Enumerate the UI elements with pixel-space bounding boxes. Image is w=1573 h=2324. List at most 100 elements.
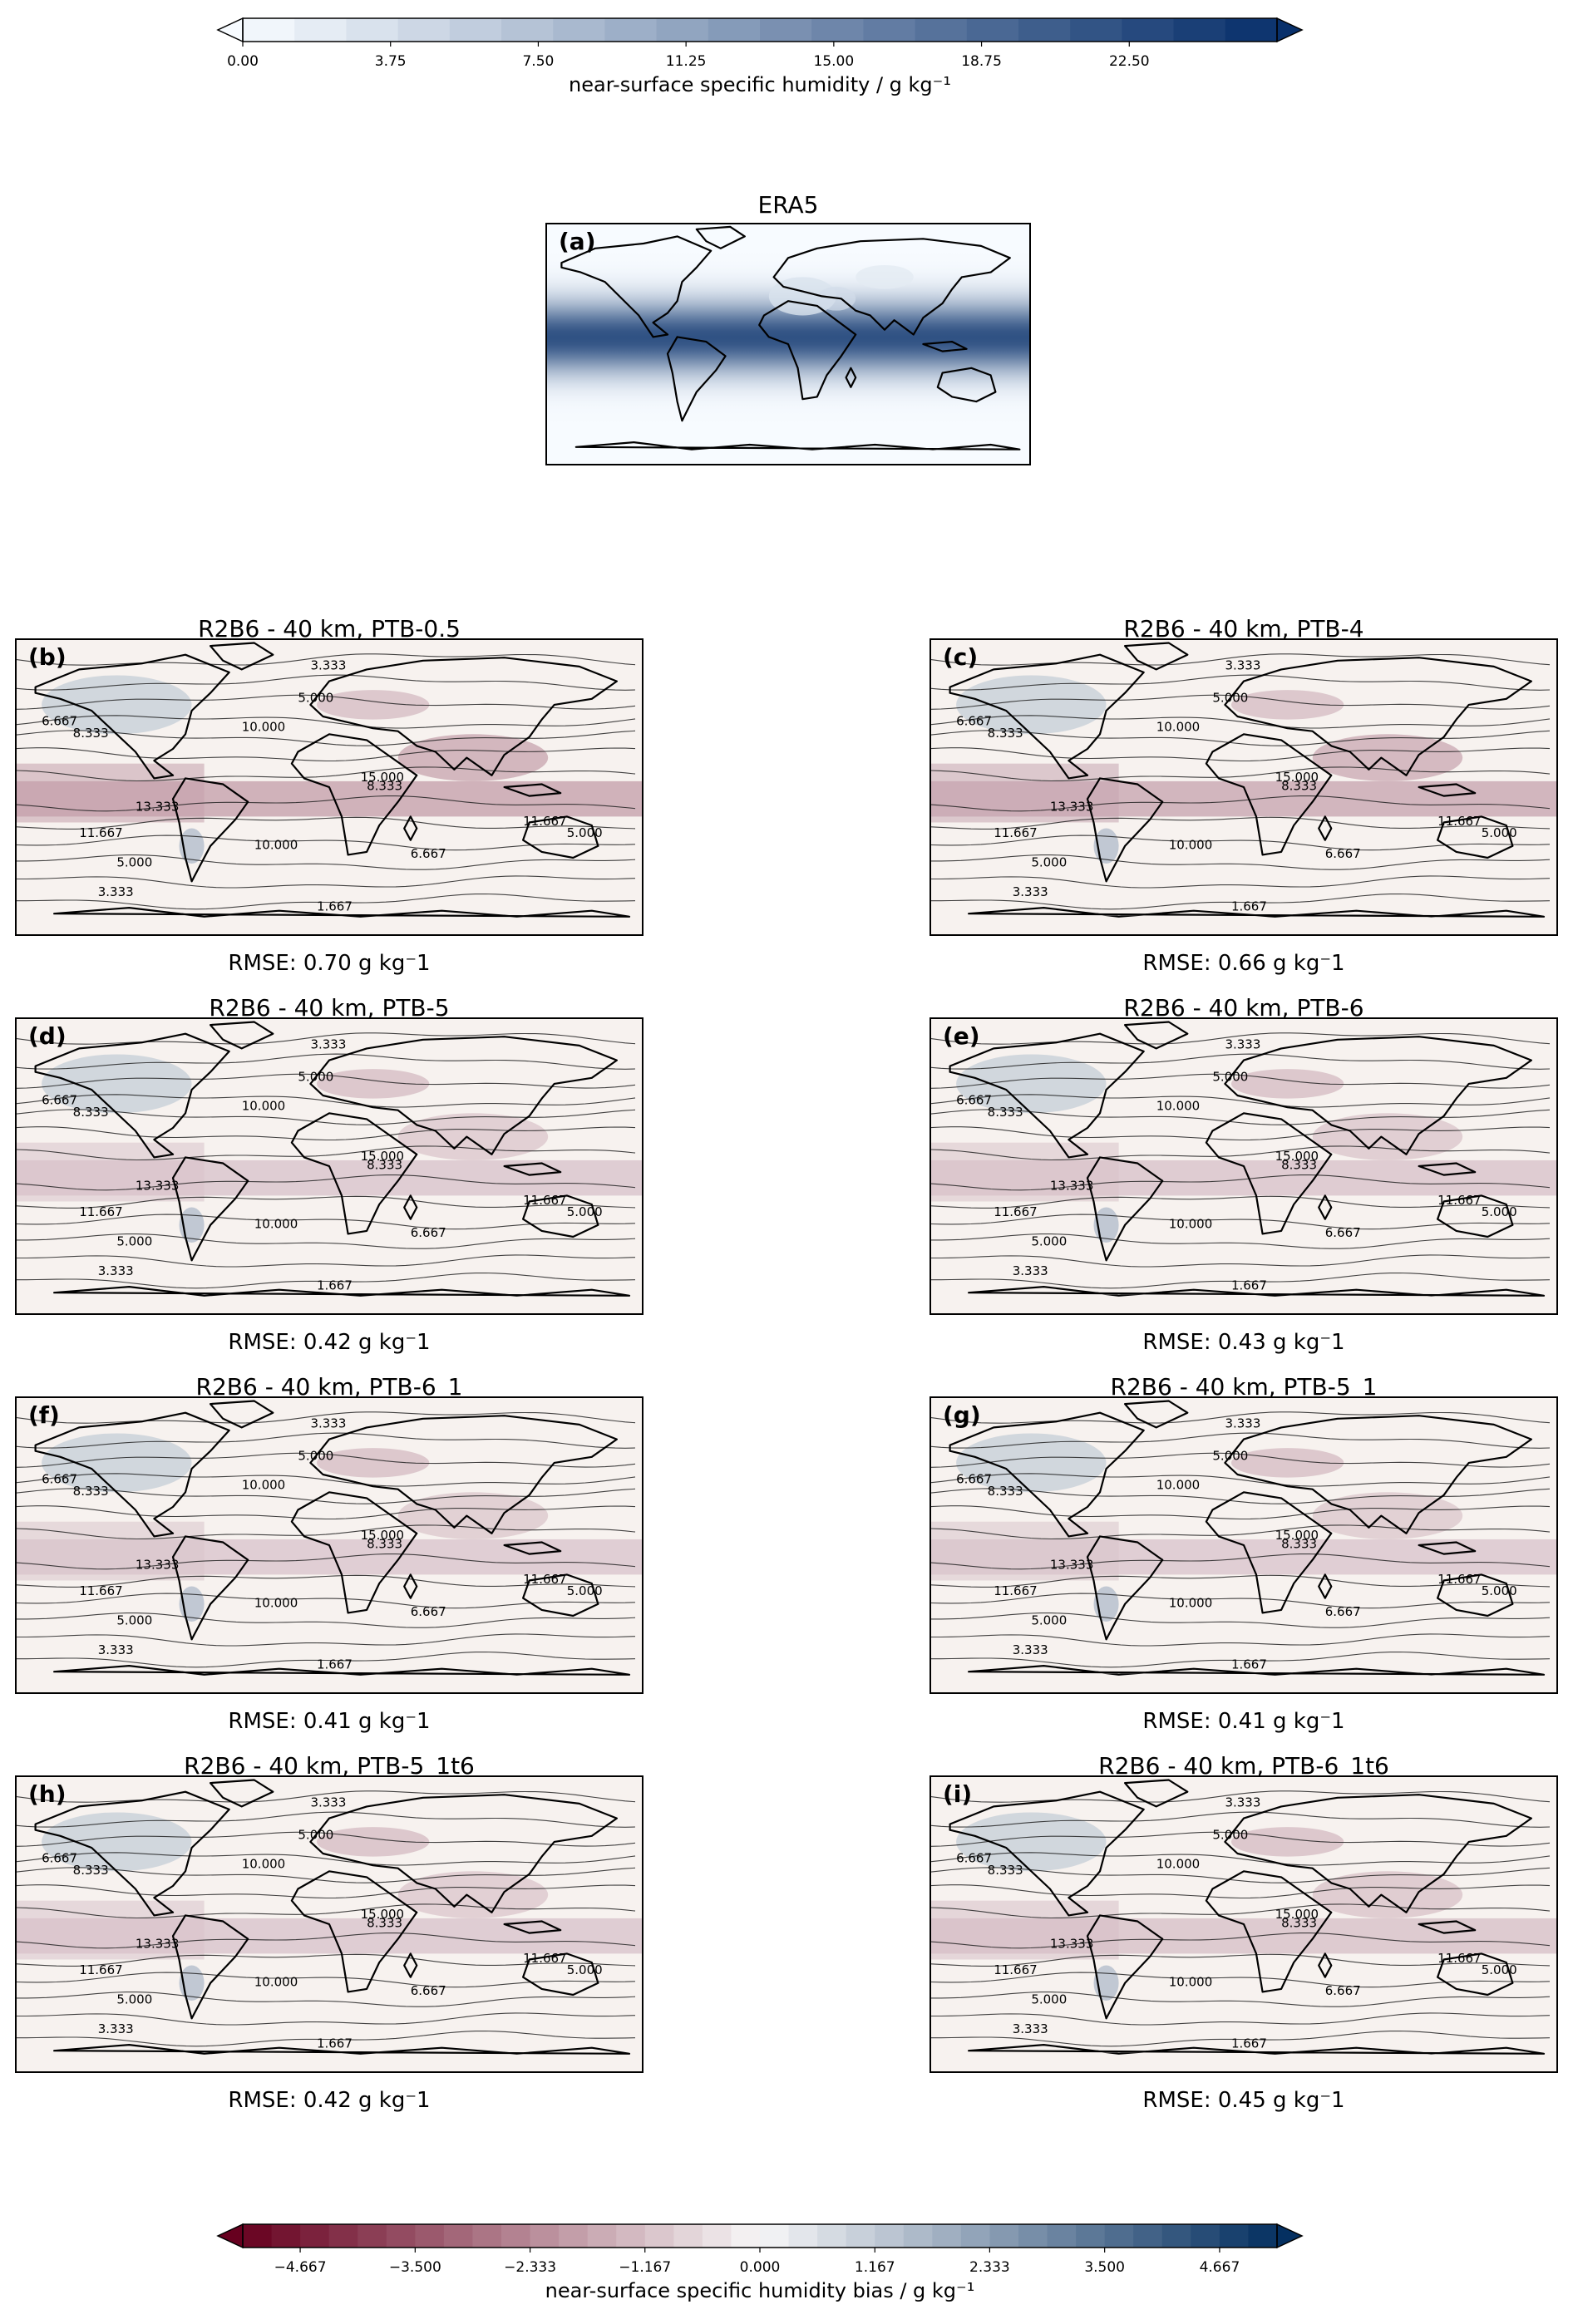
contour-label: 15.000: [1275, 770, 1319, 785]
coastline-0: [34, 1032, 230, 1159]
humidity-contour: [17, 653, 636, 666]
panel-letter: (i): [943, 1780, 973, 1808]
era5-letter: (a): [559, 228, 596, 255]
north-america-bias: [42, 1812, 192, 1872]
coastline-3: [1205, 733, 1333, 856]
bottom-colorbar-segment: [415, 2224, 445, 2248]
contour-label: 5.000: [1482, 1962, 1517, 1977]
humidity-contour: [17, 1953, 636, 1967]
contour-label: 8.333: [1281, 1158, 1317, 1173]
coastline-5: [522, 815, 599, 859]
coastline-7: [403, 1952, 418, 1978]
humidity-contour: [17, 1233, 636, 1249]
bottom-colorbar-segment: [932, 2224, 962, 2248]
panel-title: R2B6 - 40 km, PTB-5_1: [1110, 1373, 1378, 1401]
humidity-contour: [931, 730, 1551, 746]
contour-label: 15.000: [361, 1149, 405, 1164]
humidity-contour: [17, 730, 636, 746]
bottom-colorbar-segment: [243, 2224, 273, 2248]
coastline-4: [1224, 1415, 1532, 1534]
humidity-contour: [17, 1053, 636, 1070]
coastline-5: [1437, 815, 1514, 859]
contour-label: 11.667: [523, 1951, 567, 1966]
top-colorbar-tick-label: 11.25: [665, 53, 707, 70]
coastline-5: [1437, 1194, 1514, 1238]
bottom-colorbar-tick-label: −2.333: [504, 2259, 557, 2276]
humidity-contour: [17, 854, 636, 870]
top-colorbar-segment: [1018, 18, 1071, 42]
bottom-colorbar-segment: [1133, 2224, 1163, 2248]
humidity-contour: [931, 1488, 1551, 1504]
maritime-continent-bias: [1312, 734, 1463, 781]
contour-label: 5.000: [1031, 855, 1067, 870]
contour-label: 11.667: [79, 1583, 123, 1598]
bottom-colorbar-segment: [1104, 2224, 1134, 2248]
contour-label: 5.000: [1482, 1583, 1517, 1598]
panel-title: R2B6 - 40 km, PTB-4: [1123, 615, 1364, 643]
era5-dry-tibet: [856, 264, 914, 289]
coastline-2: [1124, 1779, 1189, 1808]
bottom-colorbar-tick-label: 0.000: [739, 2259, 781, 2276]
humidity-contour: [931, 1195, 1551, 1209]
bottom-colorbar-tick-label: 1.167: [854, 2259, 895, 2276]
panel-letter: (d): [28, 1022, 67, 1050]
contour-label: 8.333: [988, 1863, 1023, 1878]
contour-label: 6.667: [1325, 1225, 1361, 1240]
humidity-contour: [931, 766, 1551, 782]
humidity-contour: [931, 1126, 1551, 1141]
coastline-2: [210, 642, 274, 671]
coastline-1: [1086, 1914, 1164, 2020]
bottom-colorbar-segment: [1248, 2224, 1278, 2248]
contour-label: 8.333: [367, 1916, 402, 1931]
coastline-0: [34, 653, 230, 780]
humidity-contour: [17, 893, 636, 910]
humidity-contour: [931, 1903, 1551, 1919]
humidity-contour: [931, 1174, 1551, 1191]
east-pacific-bias: [931, 1521, 1119, 1581]
humidity-contour: [17, 1032, 636, 1045]
panel-map: 3.333 5.000 6.667 8.333 10.000 11.667 13.333 8.…: [930, 1017, 1558, 1315]
coastline-1: [1086, 1156, 1164, 1262]
north-america-bias: [42, 1054, 192, 1114]
coastline-0: [949, 1032, 1145, 1159]
bottom-colorbar-tick-label: −4.667: [274, 2259, 327, 2276]
bottom-colorbar-segment: [1047, 2224, 1077, 2248]
humidity-contour: [17, 1073, 636, 1089]
panel-map: 3.333 5.000 6.667 8.333 10.000 11.667 13.333 8.…: [930, 1775, 1558, 2073]
east-pacific-bias: [17, 763, 205, 823]
bottom-colorbar-tick-label: 2.333: [969, 2259, 1010, 2276]
rmse-label: RMSE: 0.45 g kg⁻1: [1142, 2088, 1345, 2113]
coastline-5: [522, 1573, 599, 1617]
contour-label: 11.667: [523, 814, 567, 829]
middle-east-bias: [316, 1827, 430, 1857]
humidity-contour: [17, 1452, 636, 1468]
coastline-4: [1224, 657, 1532, 776]
humidity-contour: [17, 1633, 636, 1647]
contour-label: 11.667: [994, 1583, 1038, 1598]
top-colorbar-segment: [449, 18, 502, 42]
contour-label: 3.333: [310, 1416, 346, 1430]
coastline-4: [1224, 1794, 1532, 1913]
coastline-5: [1437, 1573, 1514, 1617]
bottom-colorbar-tick-label: −3.500: [388, 2259, 441, 2276]
contour-label: 5.000: [567, 1204, 603, 1219]
humidity-contour: [17, 2012, 636, 2026]
coastline-1: [171, 1535, 249, 1641]
contour-label: 1.667: [317, 1278, 353, 1293]
panel-map: 3.333 5.000 6.667 8.333 10.000 11.667 13.333 8.…: [15, 1775, 644, 2073]
contour-label: 3.333: [1225, 1416, 1260, 1430]
contour-label: 11.667: [523, 1193, 567, 1208]
contour-label: 10.000: [254, 1595, 298, 1610]
contour-label: 5.000: [116, 1234, 152, 1249]
contour-label: 10.000: [242, 720, 286, 735]
contour-label: 10.000: [1169, 1595, 1213, 1610]
panel-map: 3.333 5.000 6.667 8.333 10.000 11.667 13.333 8.…: [15, 1396, 644, 1694]
bottom-colorbar-segment: [989, 2224, 1019, 2248]
north-america-bias: [42, 675, 192, 735]
contour-label: 8.333: [367, 1537, 402, 1552]
coastline-5: [936, 367, 997, 403]
panel-map: 3.333 5.000 6.667 8.333 10.000 11.667 13.333 8.…: [930, 1396, 1558, 1694]
coastline-0: [34, 1790, 230, 1917]
contour-label: 5.000: [1482, 1204, 1517, 1219]
humidity-contour: [931, 715, 1551, 729]
